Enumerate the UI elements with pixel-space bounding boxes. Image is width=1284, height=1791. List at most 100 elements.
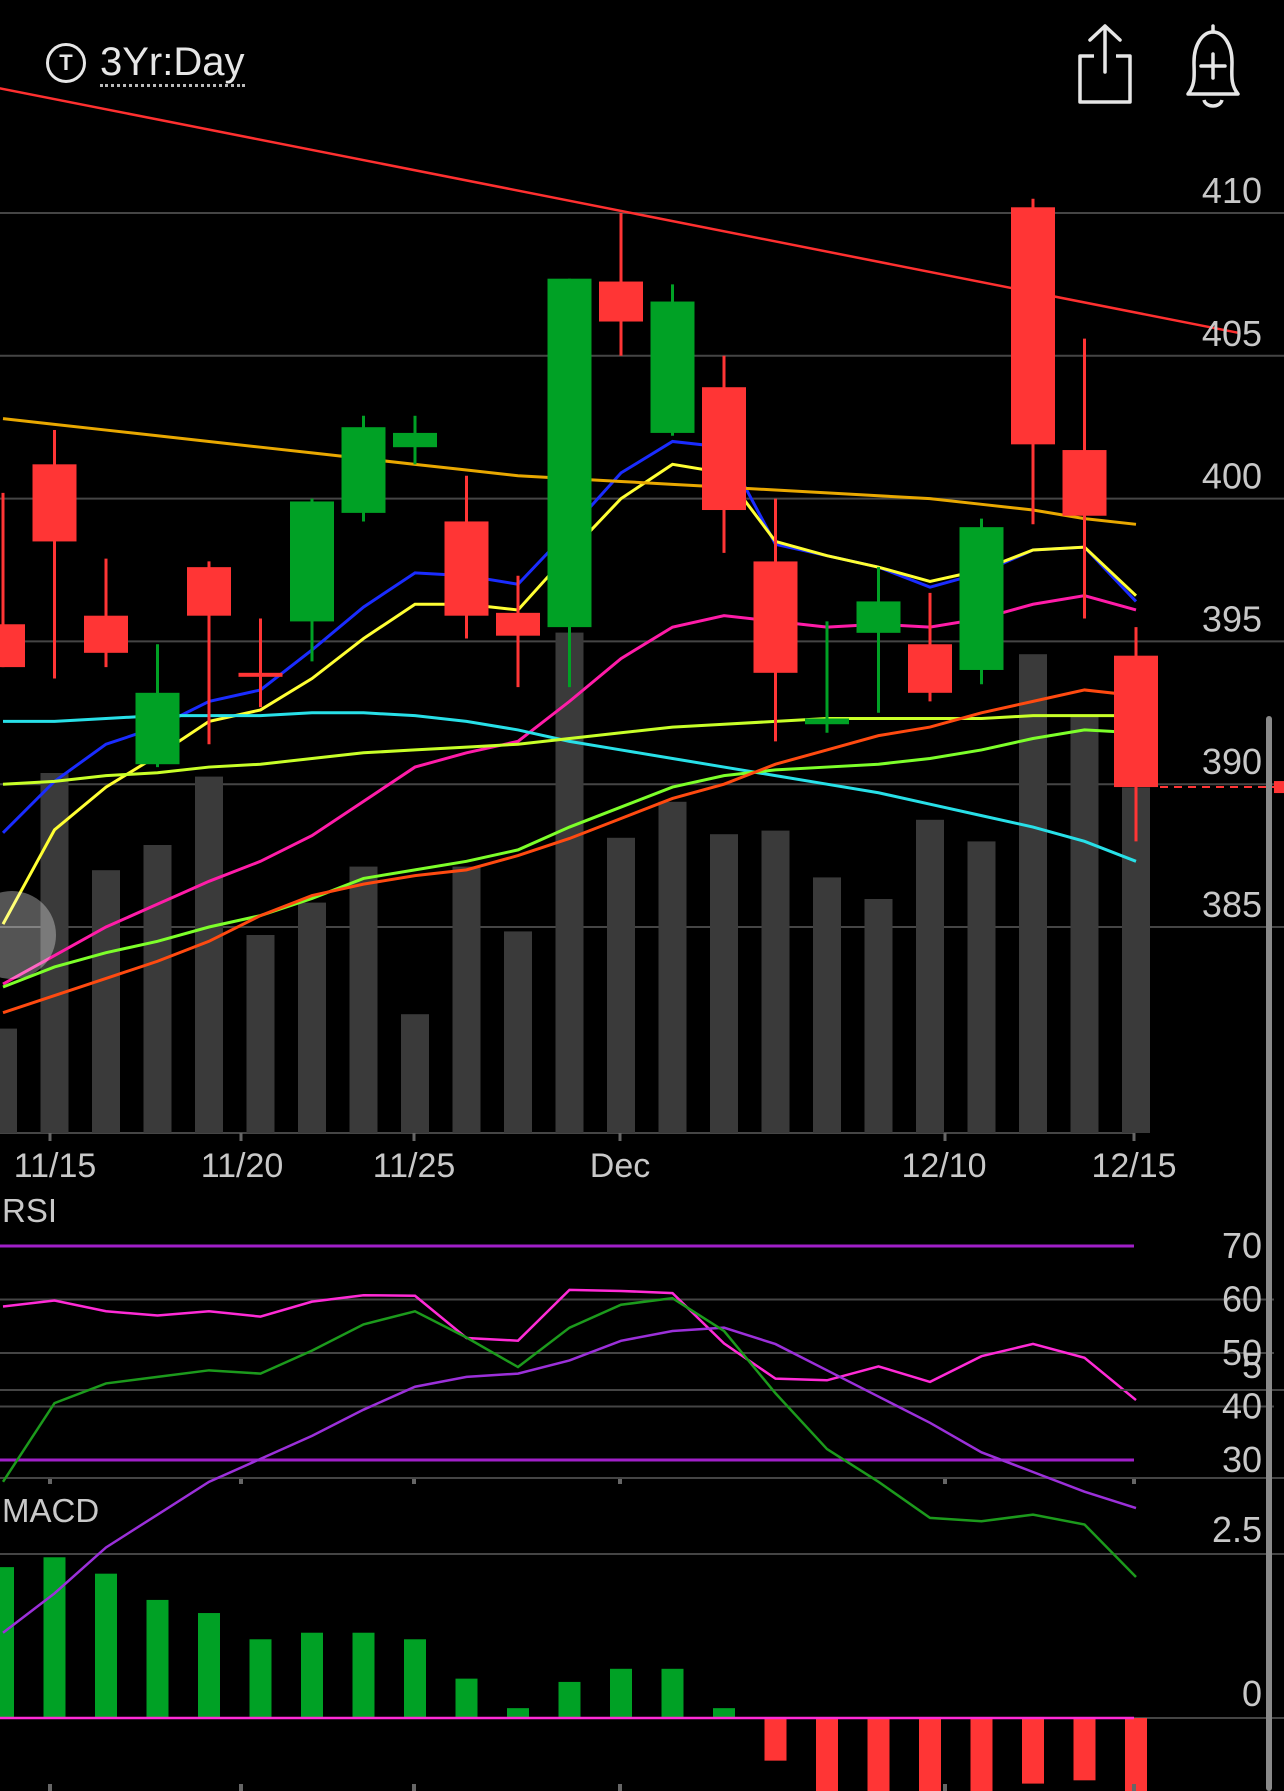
volume-bar: [555, 632, 584, 1133]
candle[interactable]: [547, 278, 592, 688]
volume-bar: [143, 845, 172, 1133]
candle[interactable]: [1011, 198, 1055, 525]
candle-body: [856, 601, 901, 633]
date-tick-label: 11/25: [373, 1147, 456, 1185]
candle-body: [290, 501, 334, 622]
macd-histogram-bar: [1022, 1718, 1044, 1784]
candle-body: [84, 615, 128, 653]
macd-histogram-bar: [610, 1668, 632, 1718]
candle[interactable]: [908, 592, 952, 702]
candle-body: [393, 432, 437, 448]
rsi-line: [2, 1288, 1137, 1402]
candle[interactable]: [32, 430, 77, 679]
candle[interactable]: [753, 498, 798, 742]
volume-bar: [1070, 715, 1099, 1133]
candle[interactable]: [805, 621, 849, 733]
scroll-handle[interactable]: [0, 891, 56, 979]
candle[interactable]: [702, 355, 746, 553]
candle-body: [650, 301, 695, 433]
price-tick-label: 405: [1202, 313, 1262, 354]
rsi-title: RSI: [2, 1192, 57, 1229]
price-tick-label: 385: [1202, 884, 1262, 925]
date-axis: 11/15 11/20 11/25 Dec 12/10 12/15: [14, 1133, 1177, 1185]
candle[interactable]: [444, 475, 489, 639]
macd-line: [1, 1296, 1137, 1578]
candle[interactable]: [290, 498, 334, 662]
volume-bar: [710, 834, 738, 1133]
candle-body: [908, 644, 952, 693]
rsi-tick-label: 60: [1222, 1279, 1262, 1320]
volume-bar: [401, 1014, 429, 1133]
macd-histogram-bar: [301, 1632, 323, 1718]
period-selector[interactable]: T 3Yr:Day: [46, 36, 245, 90]
candle[interactable]: [599, 213, 643, 356]
candle[interactable]: [1114, 627, 1158, 842]
macd-histogram-bar: [455, 1678, 478, 1718]
candle[interactable]: [959, 518, 1004, 685]
macd-title: MACD: [2, 1492, 99, 1529]
candle-body: [0, 624, 25, 668]
candlesticks[interactable]: [0, 198, 1158, 842]
volume-bar: [452, 866, 481, 1133]
bell-plus-icon[interactable]: [1176, 20, 1250, 110]
volume-bar: [246, 935, 275, 1133]
volume-bar: [607, 837, 635, 1133]
macd-histogram-bar: [95, 1573, 117, 1718]
candle[interactable]: [84, 558, 128, 668]
candle[interactable]: [856, 567, 901, 713]
rsi-tick-label: 30: [1222, 1439, 1262, 1480]
macd-histogram-bar: [146, 1599, 169, 1718]
candle-body: [135, 692, 180, 765]
candle-body: [496, 612, 540, 636]
volume-bar: [298, 902, 326, 1133]
candle-body: [547, 278, 592, 628]
candle[interactable]: [238, 618, 283, 708]
macd-histogram-bar: [661, 1668, 684, 1718]
candle-body: [238, 672, 283, 677]
macd-histogram-bar: [0, 1567, 14, 1718]
volume-bar: [916, 819, 944, 1133]
candle-body: [1114, 655, 1158, 788]
macd-histogram-bar: [713, 1708, 735, 1718]
period-label: 3Yr:Day: [100, 40, 245, 87]
candle[interactable]: [393, 415, 437, 465]
macd-histogram-bar: [1125, 1718, 1147, 1791]
price-tick-label: 400: [1202, 456, 1262, 497]
candle-body: [187, 567, 231, 616]
date-tick-label: 11/20: [201, 1147, 284, 1185]
candle-body: [341, 427, 386, 513]
rsi-tick-label: 70: [1222, 1225, 1262, 1266]
macd-tick-label: 5: [1242, 1345, 1262, 1386]
macd-signal-line: [2, 1326, 1137, 1634]
date-tick-label: 12/15: [1091, 1147, 1176, 1185]
candle[interactable]: [135, 644, 180, 768]
chart-header: T 3Yr:Day: [0, 0, 1284, 120]
macd-histogram-bar: [404, 1639, 426, 1718]
candle[interactable]: [650, 284, 695, 436]
macd-tick-label: 0: [1242, 1673, 1262, 1714]
price-tick-label: 410: [1202, 170, 1262, 211]
candle[interactable]: [0, 492, 25, 668]
candle[interactable]: [496, 575, 540, 688]
candle[interactable]: [341, 415, 386, 522]
macd-panel: MACD 5 2.5 0: [0, 1296, 1284, 1791]
macd-histogram-bar: [558, 1681, 581, 1718]
share-icon[interactable]: [1068, 20, 1142, 110]
moving-average-line: [2, 688, 1137, 1015]
volume-bar: [967, 841, 996, 1133]
candle[interactable]: [187, 561, 231, 745]
candle-body: [599, 281, 643, 322]
scrollbar[interactable]: [1266, 716, 1272, 1791]
macd-histogram-bar: [43, 1557, 66, 1718]
moving-average-line: [2, 728, 1137, 989]
moving-average-line: [3, 711, 1137, 863]
macd-histogram-bar: [919, 1718, 941, 1791]
candle-body: [1062, 450, 1107, 516]
candle[interactable]: [1062, 338, 1107, 619]
volume-bar: [504, 931, 532, 1133]
volume-bar: [195, 776, 223, 1133]
macd-histogram-bar: [249, 1639, 272, 1718]
volume-bar: [658, 801, 687, 1133]
candle-body: [702, 387, 746, 511]
